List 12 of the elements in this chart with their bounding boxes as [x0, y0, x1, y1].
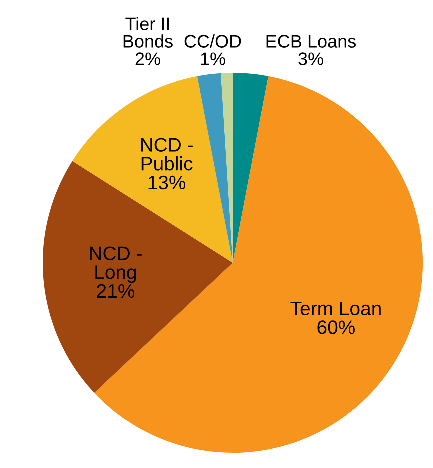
- slice-label: NCD - Public: [141, 138, 193, 171]
- slice-label: Tier II Bonds: [124, 17, 173, 48]
- data-label: 13%: [148, 176, 186, 190]
- data-label: 60%: [318, 320, 355, 334]
- data-label: 21%: [97, 284, 134, 298]
- slice-label: ECB Loans: [266, 35, 356, 48]
- data-label: 2%: [136, 52, 160, 66]
- slice-label: NCD - Long: [90, 246, 142, 284]
- slice-label: Term Loan: [290, 302, 381, 316]
- data-label: 3%: [298, 52, 324, 66]
- slice-label: CC/OD: [184, 34, 242, 48]
- data-label: 1%: [201, 52, 226, 66]
